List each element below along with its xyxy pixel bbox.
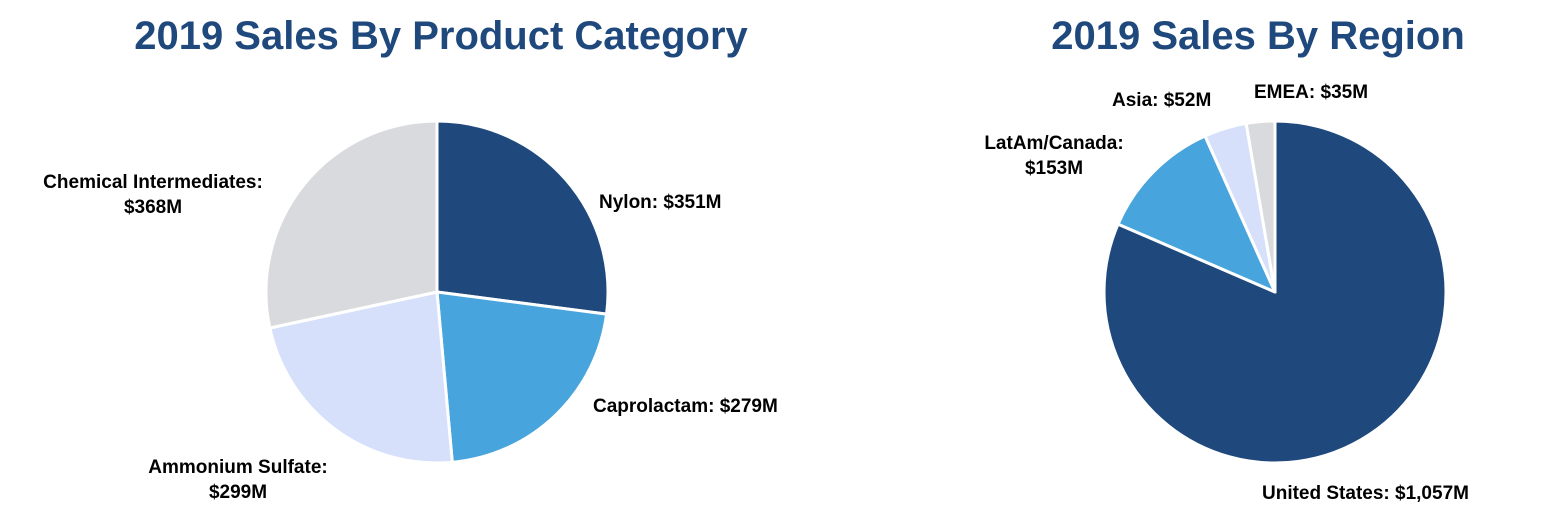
- pie-slice-latam-canada: [1116, 134, 1277, 294]
- slice-label-emea: EMEA: $35M: [1254, 82, 1369, 103]
- chart-title-region: 2019 Sales By Region: [1051, 14, 1465, 58]
- slice-label-asia: Asia: $52M: [1112, 90, 1212, 111]
- slice-label-caprolactam: Caprolactam: $279M: [593, 396, 778, 417]
- slice-label-nylon: Nylon: $351M: [599, 192, 722, 213]
- slice-label-latam-canada: LatAm/Canada: $153M: [984, 133, 1124, 179]
- pie-slice-ammonium-sulfate: [268, 290, 454, 465]
- chart-title-product-category: 2019 Sales By Product Category: [134, 14, 748, 58]
- pie-slice-emea: [1244, 119, 1277, 294]
- pie-slice-caprolactam: [435, 290, 609, 464]
- pie-slice-chemical-intermediates: [264, 119, 439, 330]
- slice-label-ammonium-sulfate: Ammonium Sulfate: $299M: [148, 457, 328, 503]
- pie-slice-nylon: [435, 119, 610, 316]
- slice-label-chemical-intermediates: Chemical Intermediates: $368M: [43, 172, 263, 218]
- slice-label-united-states: United States: $1,057M: [1262, 483, 1469, 504]
